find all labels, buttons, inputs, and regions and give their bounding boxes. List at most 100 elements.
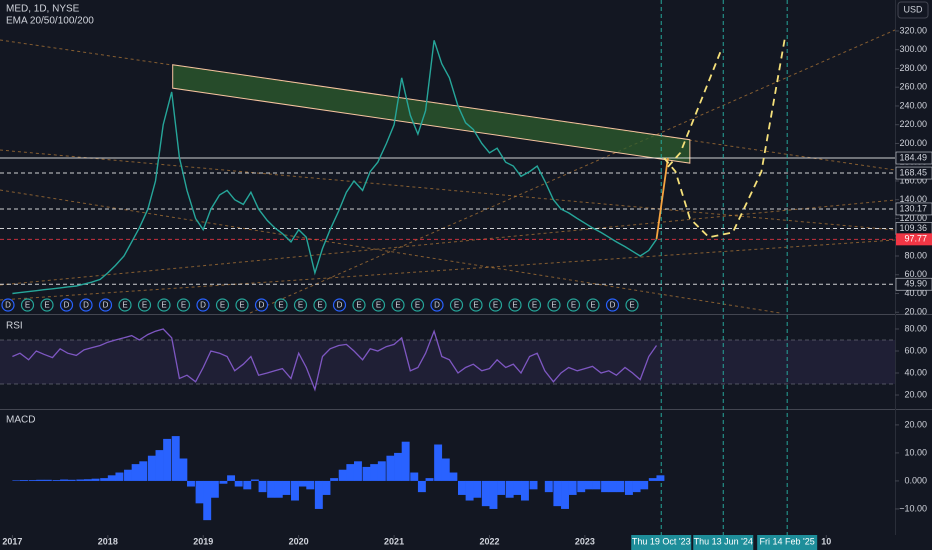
macd-bar	[640, 480, 649, 490]
event-icon	[586, 298, 600, 312]
event-letter: E	[220, 301, 225, 310]
event-icon	[293, 298, 308, 312]
y-tick-label: 200.00	[899, 138, 927, 148]
event-letter: D	[83, 301, 89, 310]
y-tick-label: 20.00	[904, 307, 927, 317]
y-tick-label: 280.00	[899, 63, 927, 73]
event-icon	[157, 298, 171, 312]
macd-bar	[346, 464, 355, 481]
macd-bar	[425, 478, 434, 481]
chart-subtitle: EMA 20/50/100/200	[6, 16, 94, 27]
event-letter: D	[64, 301, 70, 310]
macd-bar	[489, 480, 498, 509]
event-letter: D	[337, 301, 343, 310]
event-letter: E	[181, 301, 186, 310]
macd-bar	[203, 480, 212, 521]
event-letter: E	[278, 301, 283, 310]
y-tick-label: 20.00	[904, 419, 927, 429]
rsi-line	[12, 328, 658, 392]
event-letter: D	[200, 301, 206, 310]
macd-bar	[330, 478, 339, 481]
macd-bar	[314, 480, 323, 509]
macd-bar	[187, 480, 195, 487]
macd-bar	[624, 480, 633, 495]
macd-bar	[520, 480, 529, 501]
price-label: 168.45	[899, 167, 927, 177]
x-tick-label: 2021	[384, 536, 404, 546]
price-label: 184.49	[899, 152, 927, 162]
macd-bar	[282, 480, 291, 495]
y-tick-label: 260.00	[899, 82, 927, 92]
event-icon	[332, 298, 347, 312]
currency-label[interactable]: USD	[903, 4, 923, 14]
macd-bar	[28, 480, 37, 481]
price-label: 109.36	[899, 223, 927, 233]
event-letter: D	[610, 301, 616, 310]
macd-bar	[60, 479, 69, 481]
event-letter: E	[317, 301, 322, 310]
macd-bar	[386, 455, 395, 481]
y-tick-label: −10.00	[899, 503, 927, 513]
currency-button[interactable]	[897, 1, 929, 19]
macd-bar	[20, 480, 28, 481]
macd-bar	[584, 480, 593, 490]
macd-bar	[497, 480, 506, 495]
event-icon	[235, 298, 249, 312]
event-icon	[449, 298, 464, 312]
y-tick-label: 60.00	[904, 345, 927, 355]
event-icon	[79, 298, 93, 312]
event-icon	[313, 298, 327, 312]
macd-bar	[219, 480, 228, 484]
event-icon	[274, 298, 288, 312]
event-icon	[527, 298, 542, 312]
y-tick-label: 0.000	[904, 475, 927, 485]
price-label-box	[895, 166, 932, 180]
macd-bar	[592, 480, 601, 490]
event-icon	[98, 298, 113, 312]
date-marker-box	[631, 535, 692, 550]
event-icon	[176, 298, 191, 312]
event-icon	[352, 298, 366, 312]
macd-bar	[648, 478, 657, 481]
macd-bar	[577, 480, 586, 493]
macd-bar	[434, 444, 443, 481]
event-icon	[215, 298, 230, 312]
macd-bar	[544, 480, 553, 493]
event-icon	[118, 298, 132, 312]
event-letter: E	[239, 301, 244, 310]
macd-bar	[155, 450, 164, 481]
y-tick-label: 20.00	[904, 389, 927, 399]
macd-bar	[362, 466, 371, 481]
date-marker-box	[757, 535, 818, 550]
x-tick-label: 2018	[98, 536, 118, 546]
event-letter: E	[415, 301, 420, 310]
event-icon	[391, 298, 405, 312]
event-icon	[625, 298, 639, 312]
macd-bar	[195, 480, 204, 504]
macd-bar	[291, 480, 299, 501]
event-letter: D	[434, 301, 440, 310]
macd-bar	[131, 464, 140, 481]
macd-title: MACD	[6, 415, 35, 426]
price-line	[12, 40, 658, 295]
macd-bar	[410, 472, 419, 481]
x-tick-label: 2019	[193, 536, 213, 546]
x-tick-label: 2017	[2, 536, 22, 546]
date-marker-label: Fri 14 Feb '25	[760, 536, 815, 546]
price-label: 97.77	[904, 234, 927, 244]
macd-bar	[274, 480, 283, 498]
event-letter: E	[44, 301, 49, 310]
event-letter: E	[551, 301, 556, 310]
macd-bar	[377, 461, 386, 481]
macd-bar	[306, 480, 315, 490]
macd-bar	[417, 480, 426, 493]
macd-bar	[441, 458, 450, 481]
event-icon	[508, 298, 522, 312]
y-tick-label: 60.00	[904, 269, 927, 279]
projection	[655, 157, 669, 240]
price-label-box	[895, 277, 932, 291]
event-letter: E	[161, 301, 166, 310]
event-letter: E	[142, 301, 147, 310]
y-tick-label: 220.00	[899, 119, 927, 129]
y-tick-label: 140.00	[899, 194, 927, 204]
